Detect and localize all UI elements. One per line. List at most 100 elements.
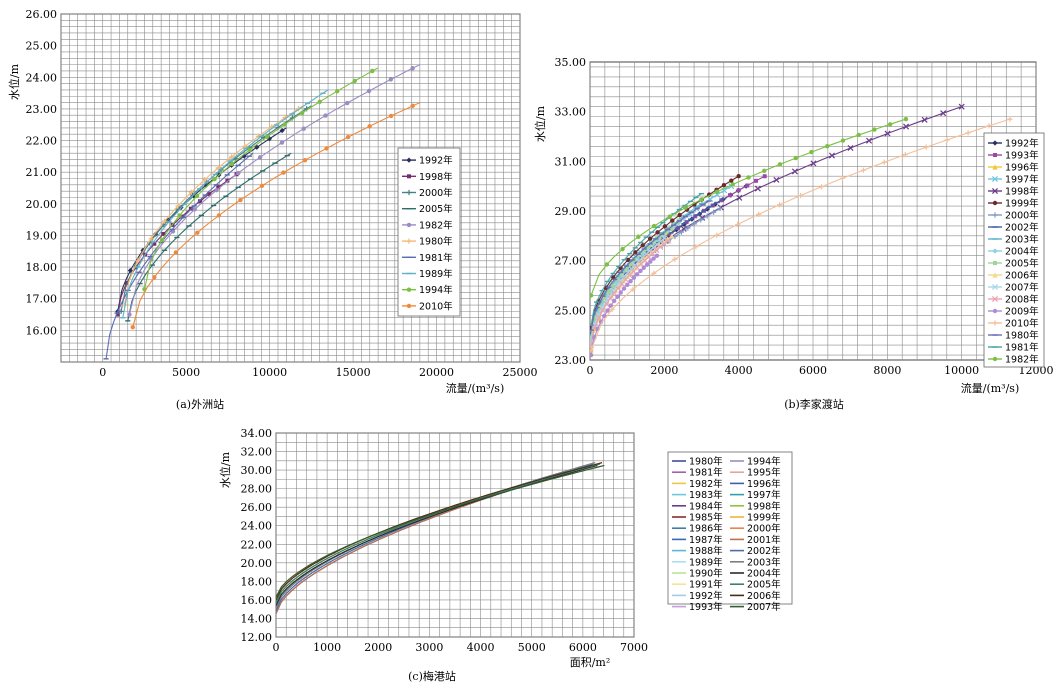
data-point	[388, 77, 394, 82]
series-group	[276, 462, 605, 615]
legend-label: 1981年	[1005, 342, 1039, 354]
legend-label: 1992年	[419, 155, 453, 167]
y-tick-label: 21.00	[26, 166, 58, 179]
y-tick-label: 17.00	[26, 293, 58, 306]
data-point	[175, 203, 181, 209]
data-point	[654, 253, 660, 258]
legend-label: 2003年	[1005, 234, 1039, 246]
data-point	[791, 168, 798, 175]
data-point	[173, 250, 179, 255]
x-tick-label: 5000	[172, 366, 200, 379]
legend-marker	[992, 356, 998, 362]
legend-label: 2006年	[1005, 270, 1039, 282]
legend-marker	[993, 261, 997, 265]
legend-label: 1990年	[689, 568, 723, 580]
series-line	[105, 152, 254, 359]
y-tick-label: 16.00	[241, 594, 273, 607]
data-point	[324, 146, 329, 151]
legend-label: 2005年	[1005, 258, 1039, 270]
chart-caption: (b)李家渡站	[784, 397, 844, 411]
data-point	[773, 176, 780, 183]
data-point	[651, 270, 657, 276]
legend-marker	[992, 272, 998, 278]
legend-label: 1992年	[1005, 138, 1039, 150]
y-tick-label: 30.00	[241, 464, 273, 477]
data-point	[640, 243, 645, 248]
data-point	[618, 290, 623, 295]
data-point	[192, 207, 197, 212]
series-line	[127, 152, 292, 322]
legend-label: 1994年	[419, 284, 453, 296]
y-tick-label: 24.00	[26, 71, 58, 84]
data-point	[603, 294, 610, 300]
legend-label: 1991年	[689, 579, 723, 591]
data-point	[944, 137, 950, 143]
legend-marker	[992, 140, 998, 146]
data-point	[590, 347, 594, 353]
y-tick-label: 23.00	[26, 103, 58, 116]
legend-marker	[992, 320, 998, 326]
data-point	[366, 88, 372, 94]
y-tick-label: 20.00	[26, 198, 58, 211]
y-tick-label: 16.00	[26, 324, 58, 337]
data-point	[162, 218, 168, 224]
data-point	[345, 134, 351, 140]
data-point	[603, 301, 610, 308]
legend-label: 2000年	[419, 187, 453, 199]
data-point	[840, 138, 846, 143]
data-point	[238, 197, 243, 203]
legend-label: 2001年	[747, 534, 781, 546]
legend-label: 1995年	[747, 467, 781, 479]
data-point	[678, 229, 684, 235]
x-tick-label: 6000	[569, 641, 597, 654]
series-line	[128, 64, 421, 315]
data-point	[777, 202, 783, 208]
x-tick-label: 6000	[799, 364, 827, 377]
chart-caption: (a)外洲站	[176, 397, 224, 411]
y-axis-label: 水位/m	[7, 63, 21, 100]
data-point	[602, 296, 607, 301]
data-point	[714, 232, 720, 238]
legend-label: 2000年	[747, 523, 781, 535]
y-tick-label: 14.00	[241, 612, 273, 625]
data-point	[115, 312, 120, 317]
data-point	[647, 236, 653, 241]
legend-label: 2004年	[747, 568, 781, 580]
series-line	[276, 464, 598, 606]
y-tick-label: 31.00	[555, 155, 587, 168]
data-point	[620, 246, 625, 252]
x-tick-label: 2000	[650, 364, 678, 377]
data-point	[299, 110, 305, 116]
legend-marker	[406, 157, 412, 163]
data-point	[670, 218, 675, 223]
data-point	[410, 103, 415, 109]
data-point	[602, 313, 607, 319]
data-point	[159, 237, 165, 243]
data-point	[745, 183, 750, 188]
legend-marker	[992, 200, 998, 206]
data-point	[680, 225, 687, 232]
y-tick-label: 23.00	[555, 354, 587, 367]
y-tick-label: 24.00	[241, 520, 273, 533]
x-tick-label: 20000	[419, 366, 454, 379]
data-point	[762, 174, 767, 179]
data-point	[595, 314, 602, 321]
y-axis-label: 水位/m	[533, 105, 547, 142]
y-axis-label: 水位/m	[218, 451, 232, 488]
data-point	[825, 144, 830, 149]
data-point	[225, 178, 230, 183]
data-point	[207, 192, 212, 197]
data-point	[746, 175, 751, 180]
data-point	[628, 278, 633, 284]
data-point	[641, 248, 646, 253]
legend-label: 2002年	[747, 545, 781, 557]
data-point	[317, 99, 322, 105]
legend: 1992年 1998年 2000年 2005年 1982年 1980年 1981年 1989年…	[397, 147, 461, 317]
data-point	[661, 235, 668, 242]
data-point	[367, 124, 372, 129]
data-point	[672, 256, 678, 262]
data-point	[370, 68, 375, 74]
legend-marker	[992, 308, 998, 314]
data-point	[188, 189, 194, 195]
data-point	[259, 183, 265, 189]
